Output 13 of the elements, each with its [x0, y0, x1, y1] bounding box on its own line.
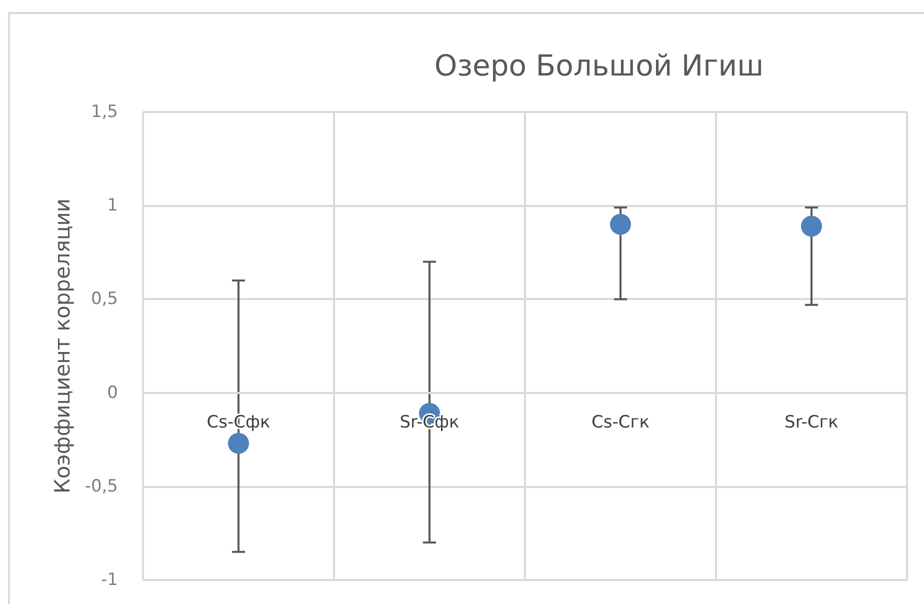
y-tick-label: 0,5 — [90, 289, 118, 310]
point — [228, 432, 249, 454]
y-tick-label: -1 — [101, 570, 118, 590]
y-tick-label: 0 — [107, 382, 118, 403]
chart-title: Озеро Большой Игиш — [434, 48, 764, 82]
y-tick-label: 1 — [107, 196, 118, 216]
x-tick-label: Cs-Сгк — [592, 412, 650, 432]
y-axis-title: Коэффициент корреляции — [50, 198, 74, 494]
y-tick-label: -0,5 — [84, 476, 118, 496]
y-tick-label: 1,5 — [90, 102, 118, 122]
x-tick-label: Sr-Сгк — [784, 412, 838, 432]
point — [801, 216, 822, 237]
point — [610, 214, 631, 235]
